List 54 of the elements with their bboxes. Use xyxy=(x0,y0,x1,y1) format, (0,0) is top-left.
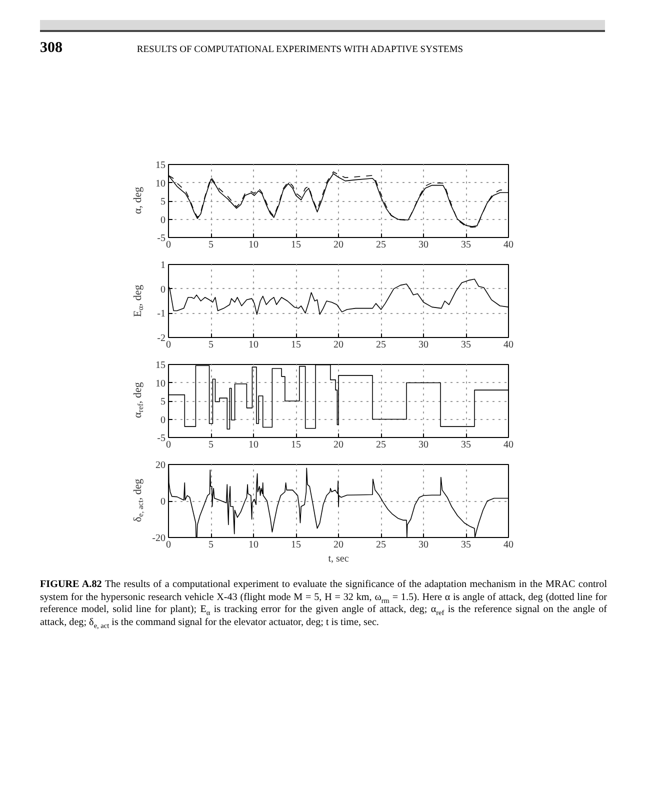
x-tick-label: 25 xyxy=(376,440,386,450)
y-tick-label: 1 xyxy=(160,260,166,271)
y-tick-label: 0 xyxy=(160,214,166,226)
text: FIGURE A.82 The results of a computational experiment to evaluate the significance of the adaptation mechanism in the MRAC control system for the hypersonic research vehicle X-43 (flight mode M = 5, H = 32 km, ω$_{rm}$ = 1.5). Here α is angle of attack, deg (dotted line for reference model, solid line for plant); E$_{α}$ is tracking error for the given angle of attack, deg; α$_{ref}$ is the reference signal on the angle of attack, deg; δ$_{e, act}$ is the command signal for the elevator actuator, deg; t is time, sec. xyxy=(40,579,608,630)
x-tick-label: 30 xyxy=(418,540,428,550)
x-tick-label: 25 xyxy=(376,240,386,250)
y-axis-title: α, deg xyxy=(131,186,145,216)
x-tick-label: 30 xyxy=(418,440,428,450)
x-tick-label: 5 xyxy=(208,440,214,450)
y-tick-label: 10 xyxy=(156,378,166,390)
x-tick-label: 40 xyxy=(504,540,514,550)
y-tick-label: -5 xyxy=(157,233,166,244)
x-tick-label: 5 xyxy=(208,540,214,550)
y-tick-label: 10 xyxy=(156,178,166,190)
x-tick-label: 35 xyxy=(461,240,471,250)
y-tick-label: 15 xyxy=(156,160,166,171)
x-tick-label: 15 xyxy=(291,340,301,350)
x-tick-label: 15 xyxy=(291,240,301,250)
y-tick-label: 5 xyxy=(160,396,166,408)
x-tick-label: 15 xyxy=(291,440,301,450)
x-tick-label: 15 xyxy=(291,540,301,550)
y-tick-label: -1 xyxy=(157,308,166,320)
x-tick-label: 10 xyxy=(248,340,258,350)
x-tick-label: 40 xyxy=(504,340,514,350)
y-tick-label: 0 xyxy=(160,414,166,426)
y-tick-label: -2 xyxy=(157,333,166,344)
x-tick-label: 35 xyxy=(461,540,471,550)
x-tick-label: 10 xyxy=(248,440,258,450)
x-tick-label: 20 xyxy=(334,240,344,250)
text: 308 xyxy=(40,39,62,58)
y-tick-label: 0 xyxy=(160,284,166,296)
x-tick-label: 30 xyxy=(418,340,428,350)
x-tick-label: 20 xyxy=(334,340,344,350)
y-tick-label: 15 xyxy=(156,360,166,371)
x-tick-label: 10 xyxy=(248,540,258,550)
y-tick-label: -20 xyxy=(152,533,166,544)
y-tick-label: 5 xyxy=(160,196,166,208)
x-tick-label: 20 xyxy=(334,540,344,550)
x-tick-label: 5 xyxy=(208,340,214,350)
y-tick-label: 20 xyxy=(156,460,166,471)
x-tick-label: 35 xyxy=(461,440,471,450)
x-tick-label: 30 xyxy=(418,240,428,250)
x-tick-label: 40 xyxy=(504,240,514,250)
x-tick-label: 35 xyxy=(461,340,471,350)
x-tick-label: 40 xyxy=(504,440,514,450)
text: RESULTS OF COMPUTATIONAL EXPERIMENTS WITH ADAPTIVE SYSTEMS xyxy=(136,45,464,55)
x-tick-label: 25 xyxy=(376,540,386,550)
y-tick-label: 0 xyxy=(160,496,166,508)
x-tick-label: 20 xyxy=(334,440,344,450)
x-tick-label: 25 xyxy=(376,340,386,350)
y-tick-label: -5 xyxy=(157,433,166,444)
x-axis-title: t, sec xyxy=(328,554,350,564)
x-tick-label: 5 xyxy=(208,240,214,250)
x-tick-label: 10 xyxy=(248,240,258,250)
